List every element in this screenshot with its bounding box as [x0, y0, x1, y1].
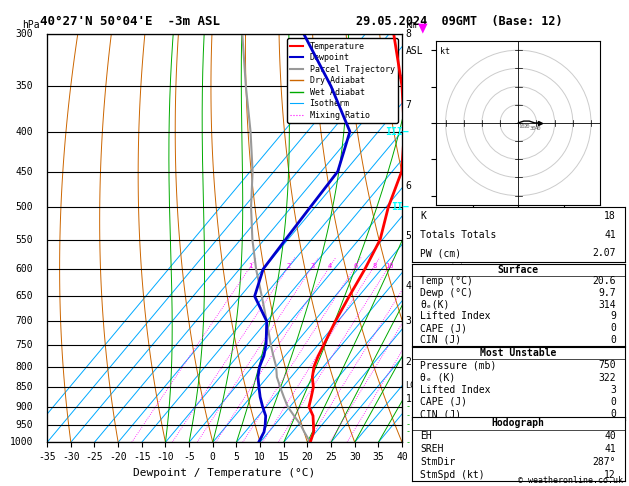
Text: 2.07: 2.07 [593, 248, 616, 258]
Text: Hodograph: Hodograph [492, 418, 545, 429]
Text: 450: 450 [15, 167, 33, 176]
Text: 350: 350 [15, 81, 33, 91]
Text: 6: 6 [406, 181, 411, 191]
Text: II—: II— [391, 202, 409, 212]
Text: 30: 30 [529, 126, 536, 131]
Text: -: - [405, 411, 410, 420]
Text: 800: 800 [15, 362, 33, 372]
Text: 950: 950 [15, 420, 33, 430]
Text: 3: 3 [610, 385, 616, 395]
Text: 41: 41 [604, 444, 616, 454]
Text: 700: 700 [15, 316, 33, 326]
Text: -: - [405, 402, 410, 411]
Text: PW (cm): PW (cm) [421, 248, 462, 258]
Text: 0: 0 [610, 335, 616, 345]
Text: 500: 500 [15, 202, 33, 212]
Text: 40: 40 [535, 126, 541, 131]
Text: -: - [405, 427, 410, 436]
Text: 287°: 287° [593, 457, 616, 467]
Text: Dewp (°C): Dewp (°C) [421, 288, 474, 298]
Text: CIN (J): CIN (J) [421, 335, 462, 345]
Text: 20.6: 20.6 [593, 277, 616, 286]
Text: 9.7: 9.7 [598, 288, 616, 298]
Text: 29.05.2024  09GMT  (Base: 12): 29.05.2024 09GMT (Base: 12) [356, 15, 562, 28]
Text: Totals Totals: Totals Totals [421, 230, 497, 240]
Text: 40°27'N 50°04'E  -3m ASL: 40°27'N 50°04'E -3m ASL [40, 15, 221, 28]
Text: 850: 850 [15, 382, 33, 392]
X-axis label: Dewpoint / Temperature (°C): Dewpoint / Temperature (°C) [133, 468, 316, 478]
Text: 40: 40 [604, 431, 616, 441]
Text: LCL: LCL [406, 381, 421, 390]
Text: Temp (°C): Temp (°C) [421, 277, 474, 286]
Text: 1: 1 [406, 394, 411, 404]
Text: hPa: hPa [23, 20, 40, 30]
Text: 314: 314 [598, 300, 616, 310]
Text: 6: 6 [353, 263, 358, 269]
Text: 41: 41 [604, 230, 616, 240]
Text: 9: 9 [610, 312, 616, 322]
Text: III—: III— [386, 126, 409, 137]
Text: © weatheronline.co.uk: © weatheronline.co.uk [518, 475, 623, 485]
Text: ▼: ▼ [418, 22, 428, 35]
Text: 4: 4 [328, 263, 332, 269]
Text: 1: 1 [248, 263, 253, 269]
Text: 300: 300 [15, 29, 33, 39]
Text: 10: 10 [385, 263, 393, 269]
Text: 750: 750 [15, 340, 33, 350]
Text: km: km [406, 20, 418, 30]
Text: Pressure (mb): Pressure (mb) [421, 361, 497, 370]
Text: θₑ(K): θₑ(K) [421, 300, 450, 310]
Text: 0: 0 [610, 409, 616, 419]
Text: 3: 3 [311, 263, 314, 269]
Text: 20: 20 [524, 124, 530, 129]
Text: 8: 8 [372, 263, 376, 269]
Text: 900: 900 [15, 401, 33, 412]
Text: -: - [405, 420, 410, 429]
Text: CAPE (J): CAPE (J) [421, 323, 467, 333]
Text: Lifted Index: Lifted Index [421, 385, 491, 395]
Text: 2: 2 [406, 357, 411, 367]
Text: 650: 650 [15, 291, 33, 301]
Text: 8: 8 [406, 29, 411, 39]
Text: 322: 322 [598, 373, 616, 382]
Text: Most Unstable: Most Unstable [480, 348, 557, 358]
Text: kt: kt [440, 47, 450, 55]
Y-axis label: Mixing Ratio (g/kg): Mixing Ratio (g/kg) [452, 182, 461, 294]
Text: θₑ (K): θₑ (K) [421, 373, 456, 382]
Text: 5: 5 [406, 231, 411, 242]
Text: Lifted Index: Lifted Index [421, 312, 491, 322]
Text: 4: 4 [406, 280, 411, 291]
Text: CIN (J): CIN (J) [421, 409, 462, 419]
Text: 400: 400 [15, 126, 33, 137]
Legend: Temperature, Dewpoint, Parcel Trajectory, Dry Adiabat, Wet Adiabat, Isotherm, Mi: Temperature, Dewpoint, Parcel Trajectory… [287, 38, 398, 123]
Text: StmSpd (kt): StmSpd (kt) [421, 470, 485, 480]
Text: StmDir: StmDir [421, 457, 456, 467]
Text: K: K [421, 211, 426, 221]
Text: CAPE (J): CAPE (J) [421, 397, 467, 407]
Text: 750: 750 [598, 361, 616, 370]
Text: 12: 12 [604, 470, 616, 480]
Text: ASL: ASL [406, 46, 423, 56]
Text: 2: 2 [287, 263, 291, 269]
Text: 7: 7 [406, 100, 411, 110]
Text: 1000: 1000 [9, 437, 33, 447]
Text: 0: 0 [610, 397, 616, 407]
Text: EH: EH [421, 431, 432, 441]
Text: 18: 18 [604, 211, 616, 221]
Text: 3: 3 [406, 316, 411, 326]
Text: 0: 0 [610, 323, 616, 333]
Text: 10: 10 [518, 124, 525, 129]
Text: 600: 600 [15, 264, 33, 274]
Text: Surface: Surface [498, 265, 539, 275]
Text: -: - [405, 438, 410, 447]
Text: 550: 550 [15, 235, 33, 244]
Text: SREH: SREH [421, 444, 444, 454]
